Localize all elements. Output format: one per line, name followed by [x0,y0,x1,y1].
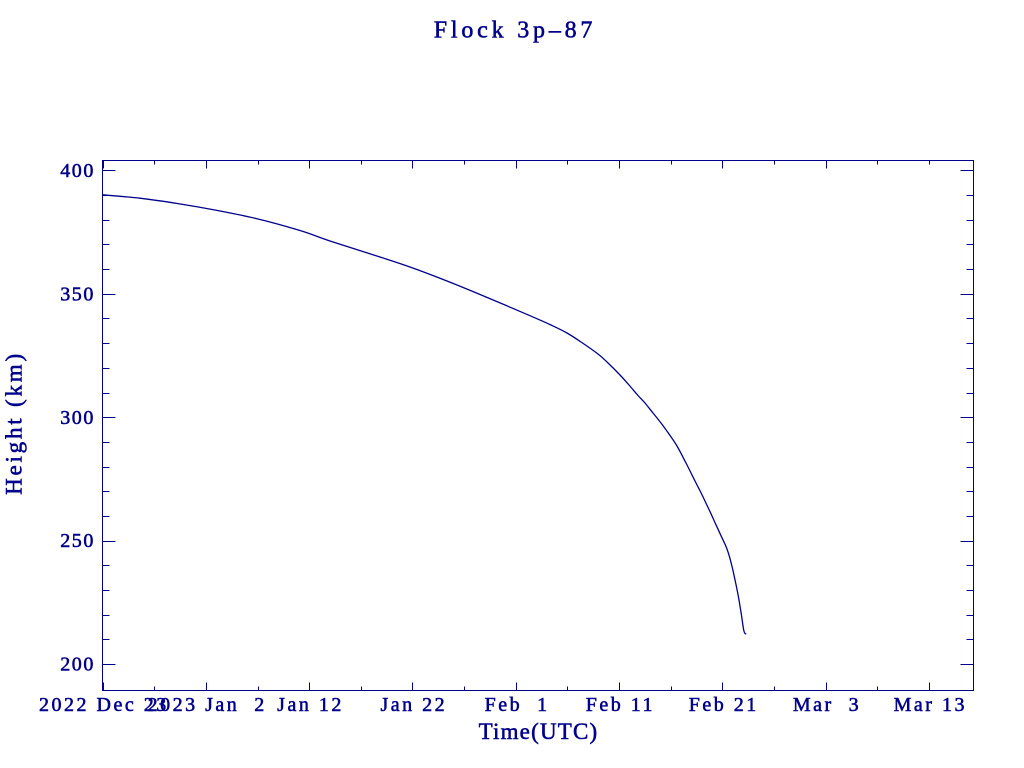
svg-text:Flock 3p–87: Flock 3p–87 [434,18,596,44]
svg-text:350: 350 [60,283,95,305]
svg-text:2023 Jan 2: 2023 Jan 2 [148,694,267,716]
svg-text:250: 250 [60,530,95,552]
svg-text:Feb 11: Feb 11 [586,694,655,716]
svg-text:200: 200 [60,654,95,676]
svg-text:Jan 12: Jan 12 [277,694,344,716]
svg-text:Mar 13: Mar 13 [894,694,967,716]
svg-text:Jan 22: Jan 22 [380,694,447,716]
svg-text:Time(UTC): Time(UTC) [479,719,599,744]
svg-text:2022 Dec 23: 2022 Dec 23 [39,694,169,716]
svg-text:Mar 3: Mar 3 [793,694,861,716]
svg-text:Height (km): Height (km) [2,351,27,495]
svg-text:300: 300 [60,407,95,429]
svg-text:Feb 21: Feb 21 [689,694,759,716]
svg-text:Feb 1: Feb 1 [485,694,550,716]
svg-text:400: 400 [60,160,95,182]
